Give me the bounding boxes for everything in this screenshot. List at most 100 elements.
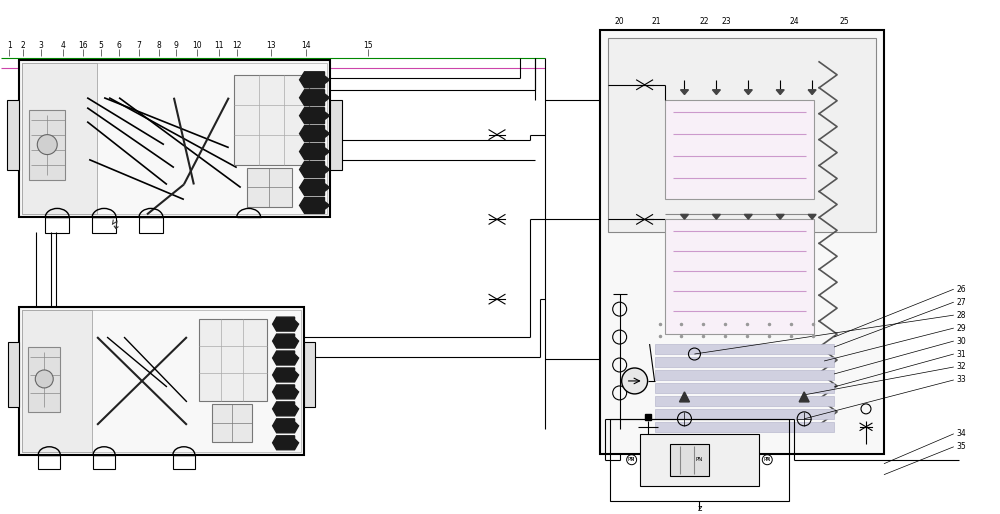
Text: 8: 8 [157,41,161,50]
Text: 10: 10 [192,41,202,50]
Circle shape [622,368,648,394]
Bar [28,347,60,412]
Text: PN: PN [696,457,703,462]
Bar [93,455,115,469]
Polygon shape [808,90,816,95]
Polygon shape [776,90,784,95]
Text: z: z [697,504,702,513]
Text: 4: 4 [61,41,66,50]
Polygon shape [300,197,329,213]
Bar [7,100,19,170]
Text: 35: 35 [957,442,966,451]
Text: 33: 33 [957,375,966,384]
Bar [199,319,267,401]
Text: 24: 24 [789,17,799,26]
Text: 26: 26 [957,285,966,293]
Bar [45,217,69,233]
Text: 13: 13 [266,41,275,50]
Text: 34: 34 [957,429,966,438]
Bar [247,168,292,208]
Text: PN: PN [628,457,635,462]
Bar [330,100,342,170]
Bar [600,30,884,454]
Text: PN: PN [764,457,771,462]
Polygon shape [799,392,809,402]
Bar [665,219,814,334]
Polygon shape [300,108,329,124]
Text: 29: 29 [957,324,966,333]
Polygon shape [776,214,784,219]
Bar [38,455,60,469]
Polygon shape [680,214,688,219]
Text: P: P [766,457,769,462]
Text: 28: 28 [957,310,966,320]
Bar [655,396,834,406]
Bar [19,60,330,217]
Text: 14: 14 [301,41,310,50]
Text: 7: 7 [137,41,141,50]
Bar [670,444,709,475]
Bar [655,370,834,380]
Bar [139,217,163,233]
Bar [304,342,315,407]
Polygon shape [273,436,299,450]
Bar [610,419,789,501]
Bar [22,310,92,452]
Bar [608,38,876,232]
Text: 27: 27 [957,298,966,307]
Polygon shape [680,392,689,402]
Polygon shape [712,90,720,95]
Polygon shape [808,214,816,219]
Text: 2: 2 [21,41,26,50]
Polygon shape [273,317,299,331]
Bar [92,217,116,233]
Polygon shape [300,90,329,106]
Text: 3: 3 [39,41,44,50]
Text: 21: 21 [652,17,661,26]
Polygon shape [300,125,329,142]
Polygon shape [300,143,329,159]
Text: 11: 11 [214,41,224,50]
Bar [655,344,834,354]
Polygon shape [744,90,752,95]
Text: 15: 15 [364,41,373,50]
Bar [640,434,759,486]
Polygon shape [744,214,752,219]
Bar [173,455,195,469]
Bar [212,404,252,442]
Bar [22,310,301,452]
Text: 1: 1 [7,41,12,50]
Polygon shape [712,214,720,219]
Polygon shape [273,334,299,348]
Bar [665,100,814,199]
Polygon shape [273,351,299,365]
Polygon shape [273,385,299,399]
Text: 20: 20 [615,17,624,26]
Text: 5: 5 [99,41,104,50]
Text: 23: 23 [721,17,731,26]
Bar [655,357,834,367]
Text: 22: 22 [699,17,709,26]
Text: 25: 25 [839,17,849,26]
Bar [8,342,19,407]
Bar [22,63,97,214]
Polygon shape [273,419,299,433]
Text: 32: 32 [957,362,966,372]
Circle shape [37,135,57,155]
Bar [655,422,834,432]
Bar [22,63,327,214]
Text: 9: 9 [173,41,178,50]
Polygon shape [273,402,299,416]
Polygon shape [680,90,688,95]
Circle shape [35,370,53,388]
Polygon shape [273,368,299,382]
Bar [29,109,65,179]
Polygon shape [300,72,329,88]
Bar [655,383,834,393]
Text: 12: 12 [232,41,241,50]
Polygon shape [300,179,329,195]
Bar [655,409,834,419]
Bar [19,307,304,455]
Text: 30: 30 [957,337,966,345]
Text: P: P [630,457,633,462]
